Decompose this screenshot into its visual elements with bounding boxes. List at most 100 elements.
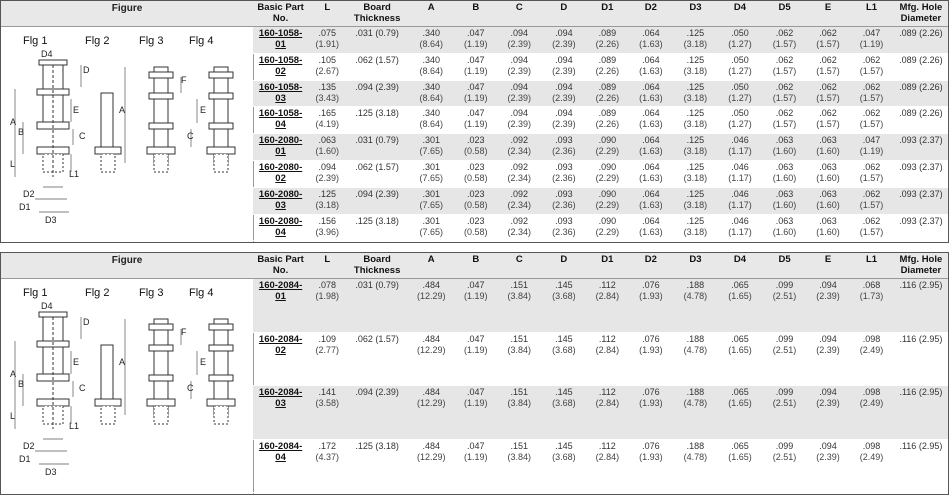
cell-value-mm: (2.84) — [595, 344, 620, 355]
cell-value: .094 — [510, 108, 529, 119]
cell-value: .062 — [862, 161, 881, 172]
cell-value: .023 — [467, 135, 485, 146]
column-header: A — [407, 253, 455, 279]
cell-value: .098 — [862, 440, 881, 451]
part-number-link[interactable]: 160-2084-02 — [253, 332, 309, 386]
part-number-link[interactable]: 160-2084-04 — [253, 439, 309, 493]
cell-value-mm: (3.18) — [683, 39, 708, 49]
cell-value-mm: (1.63) — [639, 92, 663, 103]
part-number-link[interactable]: 160-1058-04 — [253, 106, 309, 135]
cell-value: .023 — [467, 188, 485, 199]
cell-value: .093 — [555, 188, 573, 199]
figure-label-1: Flg 1 — [23, 287, 48, 299]
cell-value-mm: (1.57) — [816, 92, 840, 103]
cell-value-mm: (1.60) — [816, 146, 840, 157]
cell-value-mm: (3.18) — [683, 119, 708, 130]
cell-value-mm: (1.60) — [772, 199, 797, 210]
column-header: B — [454, 1, 497, 27]
cell-value-mm: (1.57) — [859, 199, 884, 210]
cell-value: .125 — [318, 188, 337, 199]
dim-label-L1: L1 — [69, 169, 79, 179]
column-header: D — [541, 1, 587, 27]
cell-value: .064 — [642, 215, 660, 226]
part-number-link[interactable]: 160-1058-02 — [253, 53, 309, 81]
cell-value-mm: (1.27) — [728, 119, 752, 130]
table-row: 160-2084-04 .172 (4.37) .125 (3.18) .484 (12.… — [253, 439, 948, 493]
part-number-link[interactable]: 160-1058-03 — [253, 80, 309, 108]
cell-value: .064 — [642, 135, 660, 146]
table-header-row: Basic Part No. L Board Thickness A B C D D1 D2 D3… — [253, 253, 948, 279]
cell-value: .340 — [422, 81, 440, 92]
cell-value-mm: (1.65) — [728, 291, 752, 301]
cell-value: .093 — [555, 135, 573, 146]
cell-value-mm: (12.29) — [416, 344, 446, 355]
cell-value: .093 — [555, 161, 573, 172]
dim-label-L: L — [10, 159, 15, 169]
cell-value-mm: (3.84) — [507, 344, 532, 355]
part-number-link[interactable]: 160-1058-01 — [253, 26, 309, 54]
hole-diameter-value: .089 (2.26) — [899, 108, 943, 119]
cell-value-mm: (2.39) — [552, 65, 576, 76]
cell-value: .090 — [598, 161, 617, 172]
part-number-link[interactable]: 160-2080-02 — [253, 160, 309, 188]
cell-value-mm: (2.26) — [595, 92, 620, 103]
standoff-flg4-drawing — [206, 318, 236, 425]
dim-label-D4: D4 — [41, 49, 53, 59]
board-thickness-value: .094 (2.39) — [355, 387, 399, 397]
cell-value-mm: (2.39) — [816, 451, 840, 462]
cell-value: .340 — [422, 28, 440, 38]
column-header: D1 — [586, 253, 629, 279]
column-header: D2 — [628, 1, 674, 27]
cell-value-mm: (1.19) — [464, 92, 488, 103]
cell-value: .063 — [819, 215, 837, 226]
cell-value-mm: (2.39) — [507, 39, 532, 49]
cell-value-mm: (4.19) — [315, 119, 340, 130]
column-header: B — [454, 253, 497, 279]
cell-value: .050 — [731, 28, 749, 38]
cell-value: .094 — [819, 387, 837, 397]
part-number-link[interactable]: 160-2080-03 — [253, 187, 309, 215]
cell-value-mm: (0.58) — [464, 199, 488, 210]
cell-value: .050 — [731, 108, 749, 119]
cell-value: .094 — [510, 54, 529, 65]
cell-value-mm: (2.39) — [507, 65, 532, 76]
figure-label-4: Flg 4 — [189, 35, 214, 47]
part-number-link[interactable]: 160-2080-01 — [253, 133, 309, 161]
cell-value: .062 — [775, 54, 794, 65]
column-header: D4 — [717, 1, 763, 27]
cell-value-mm: (4.78) — [683, 344, 708, 355]
cell-value-mm: (1.65) — [728, 344, 752, 355]
cell-value-mm: (1.65) — [728, 451, 752, 462]
column-header: E — [806, 1, 850, 27]
part-number-link[interactable]: 160-2080-04 — [253, 214, 309, 242]
column-header: D5 — [762, 1, 807, 27]
table-row: 160-1058-04 .165 (4.19) .125 (3.18) .340 (8.6… — [253, 106, 948, 135]
cell-value: .151 — [510, 280, 529, 290]
dim-label-F: F — [181, 75, 187, 85]
cell-value-mm: (1.57) — [859, 92, 884, 103]
dim-label-C: C — [79, 131, 86, 141]
cell-value: .098 — [862, 387, 881, 397]
cell-value-mm: (2.36) — [552, 146, 576, 157]
cell-value: .075 — [318, 28, 337, 38]
cell-value-mm: (1.60) — [816, 226, 840, 237]
cell-value-mm: (3.96) — [315, 226, 340, 237]
cell-value: .099 — [775, 440, 794, 451]
standoff-flg4-drawing — [206, 66, 236, 173]
cell-value-mm: (1.65) — [728, 398, 752, 408]
cell-value-mm: (1.63) — [639, 39, 663, 49]
part-number-link[interactable]: 160-2084-01 — [253, 278, 309, 333]
table-header-row: Basic Part No. L Board Thickness A B C D D1 D2 D3… — [253, 1, 948, 27]
cell-value-mm: (8.64) — [419, 92, 443, 103]
cell-value: .125 — [686, 188, 705, 199]
column-header: Mfg. Hole Diameter — [893, 253, 948, 279]
part-number-link[interactable]: 160-2084-03 — [253, 385, 309, 440]
board-thickness-value: .125 (3.18) — [355, 108, 399, 119]
cell-value: .301 — [422, 215, 440, 226]
dim-label-B: B — [18, 379, 24, 389]
dim-label-F: F — [181, 327, 187, 337]
standoff-flg1-drawing — [36, 311, 70, 429]
cell-value-mm: (1.19) — [464, 39, 488, 49]
cell-value-mm: (1.60) — [772, 172, 797, 183]
cell-value: .484 — [422, 440, 440, 451]
